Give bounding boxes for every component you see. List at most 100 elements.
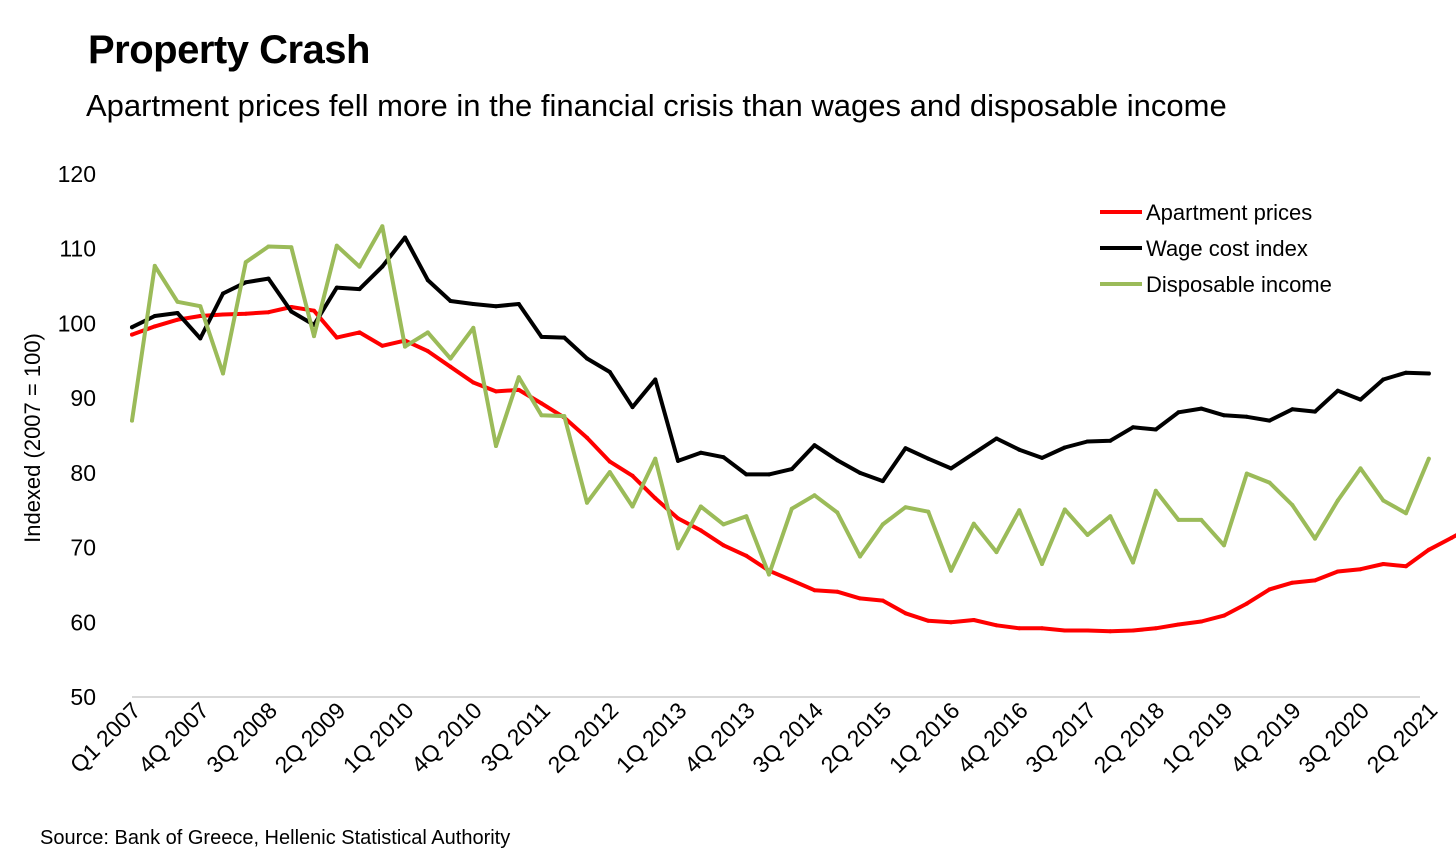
x-tick-label: 2Q 2012 bbox=[542, 697, 623, 778]
data-point-wage-cost-index bbox=[1426, 371, 1431, 376]
data-point-wage-cost-index bbox=[1290, 407, 1295, 412]
data-point-disposable-income bbox=[721, 522, 726, 527]
x-tick-label: 3Q 2020 bbox=[1293, 697, 1374, 778]
data-point-wage-cost-index bbox=[1017, 447, 1022, 452]
x-tick-label: 2Q 2015 bbox=[815, 697, 896, 778]
data-point-apartment-prices bbox=[334, 335, 339, 340]
data-point-wage-cost-index bbox=[607, 370, 612, 374]
data-point-wage-cost-index bbox=[425, 278, 430, 283]
data-point-apartment-prices bbox=[494, 389, 498, 394]
data-point-disposable-income bbox=[289, 245, 294, 250]
data-point-disposable-income bbox=[312, 334, 316, 339]
data-point-wage-cost-index bbox=[357, 287, 362, 292]
data-point-wage-cost-index bbox=[243, 280, 248, 285]
data-point-disposable-income bbox=[585, 500, 589, 505]
data-point-disposable-income bbox=[448, 356, 453, 361]
data-point-disposable-income bbox=[539, 413, 544, 418]
data-point-apartment-prices bbox=[1335, 569, 1340, 574]
x-tick-label: 1Q 2016 bbox=[884, 697, 965, 778]
data-point-apartment-prices bbox=[812, 588, 817, 593]
data-point-apartment-prices bbox=[721, 543, 726, 548]
data-point-apartment-prices bbox=[971, 618, 976, 622]
data-point-wage-cost-index bbox=[767, 472, 771, 477]
data-point-disposable-income bbox=[380, 224, 385, 229]
data-point-disposable-income bbox=[903, 505, 908, 510]
x-tick-label: 2Q 2021 bbox=[1361, 697, 1442, 778]
series-line-disposable-income bbox=[130, 224, 1431, 577]
data-point-apartment-prices bbox=[607, 459, 612, 464]
data-point-apartment-prices bbox=[1404, 564, 1408, 569]
data-point-wage-cost-index bbox=[1381, 377, 1386, 382]
data-point-wage-cost-index bbox=[1244, 414, 1249, 419]
data-point-disposable-income bbox=[516, 375, 521, 380]
data-point-disposable-income bbox=[243, 260, 248, 265]
source-note: Source: Bank of Greece, Hellenic Statist… bbox=[40, 827, 511, 849]
data-point-disposable-income bbox=[266, 244, 271, 249]
data-point-disposable-income bbox=[1358, 466, 1363, 471]
data-point-disposable-income bbox=[1017, 508, 1022, 513]
data-point-apartment-prices bbox=[1290, 580, 1295, 585]
data-point-wage-cost-index bbox=[1313, 409, 1317, 414]
data-point-apartment-prices bbox=[1062, 628, 1067, 633]
x-tick-label: 2Q 2018 bbox=[1088, 697, 1169, 778]
x-tick-label: 4Q 2019 bbox=[1225, 697, 1306, 778]
data-point-disposable-income bbox=[1335, 498, 1340, 503]
data-point-wage-cost-index bbox=[653, 377, 658, 382]
data-point-wage-cost-index bbox=[949, 466, 953, 471]
data-point-disposable-income bbox=[403, 344, 407, 349]
data-point-wage-cost-index bbox=[994, 436, 999, 441]
data-point-apartment-prices bbox=[676, 516, 680, 521]
data-point-apartment-prices bbox=[1449, 535, 1454, 540]
y-tick-label: 90 bbox=[70, 385, 96, 411]
data-point-disposable-income bbox=[698, 504, 703, 509]
y-tick-label: 110 bbox=[59, 236, 96, 262]
data-point-wage-cost-index bbox=[334, 285, 339, 290]
data-point-apartment-prices bbox=[243, 311, 248, 316]
data-point-wage-cost-index bbox=[1153, 427, 1158, 432]
series-line-apartment-prices bbox=[130, 305, 1456, 634]
data-point-wage-cost-index bbox=[926, 456, 931, 461]
data-point-apartment-prices bbox=[1176, 622, 1181, 627]
data-point-disposable-income bbox=[1426, 456, 1431, 461]
data-point-disposable-income bbox=[130, 418, 134, 423]
data-point-apartment-prices bbox=[1108, 629, 1113, 634]
data-point-apartment-prices bbox=[152, 324, 157, 329]
data-point-apartment-prices bbox=[175, 317, 180, 322]
data-point-apartment-prices bbox=[630, 473, 635, 478]
data-point-apartment-prices bbox=[1313, 578, 1317, 583]
data-point-wage-cost-index bbox=[1358, 397, 1363, 402]
data-point-wage-cost-index bbox=[903, 446, 908, 451]
data-point-wage-cost-index bbox=[812, 443, 817, 448]
data-point-disposable-income bbox=[1267, 480, 1272, 485]
y-axis-title: Indexed (2007 = 100) bbox=[20, 333, 45, 543]
data-point-apartment-prices bbox=[1131, 628, 1135, 633]
data-point-apartment-prices bbox=[744, 553, 749, 558]
data-point-disposable-income bbox=[198, 304, 203, 309]
data-point-disposable-income bbox=[676, 546, 680, 551]
data-point-disposable-income bbox=[425, 330, 430, 335]
data-point-wage-cost-index bbox=[1062, 445, 1067, 450]
data-point-wage-cost-index bbox=[698, 450, 703, 455]
data-point-disposable-income bbox=[357, 264, 362, 269]
data-point-disposable-income bbox=[971, 521, 976, 526]
data-point-wage-cost-index bbox=[516, 302, 521, 306]
data-point-apartment-prices bbox=[926, 618, 931, 623]
data-point-wage-cost-index bbox=[539, 334, 544, 339]
x-tick-label: 4Q 2013 bbox=[679, 697, 760, 778]
data-point-apartment-prices bbox=[1426, 547, 1431, 552]
data-point-apartment-prices bbox=[1017, 626, 1022, 631]
data-point-wage-cost-index bbox=[562, 335, 567, 340]
data-point-wage-cost-index bbox=[1222, 413, 1226, 418]
chart-subtitle: Apartment prices fell more in the financ… bbox=[86, 88, 1227, 123]
data-point-wage-cost-index bbox=[175, 311, 180, 315]
data-point-wage-cost-index bbox=[1335, 388, 1340, 393]
data-point-apartment-prices bbox=[471, 380, 476, 385]
data-point-disposable-income bbox=[1131, 560, 1135, 565]
data-point-apartment-prices bbox=[1222, 613, 1226, 618]
data-point-wage-cost-index bbox=[1176, 410, 1181, 415]
data-point-disposable-income bbox=[471, 325, 476, 330]
data-point-wage-cost-index bbox=[858, 470, 862, 475]
x-tick-label: 3Q 2014 bbox=[747, 697, 828, 778]
data-point-disposable-income bbox=[994, 550, 999, 555]
data-point-wage-cost-index bbox=[1040, 455, 1044, 460]
